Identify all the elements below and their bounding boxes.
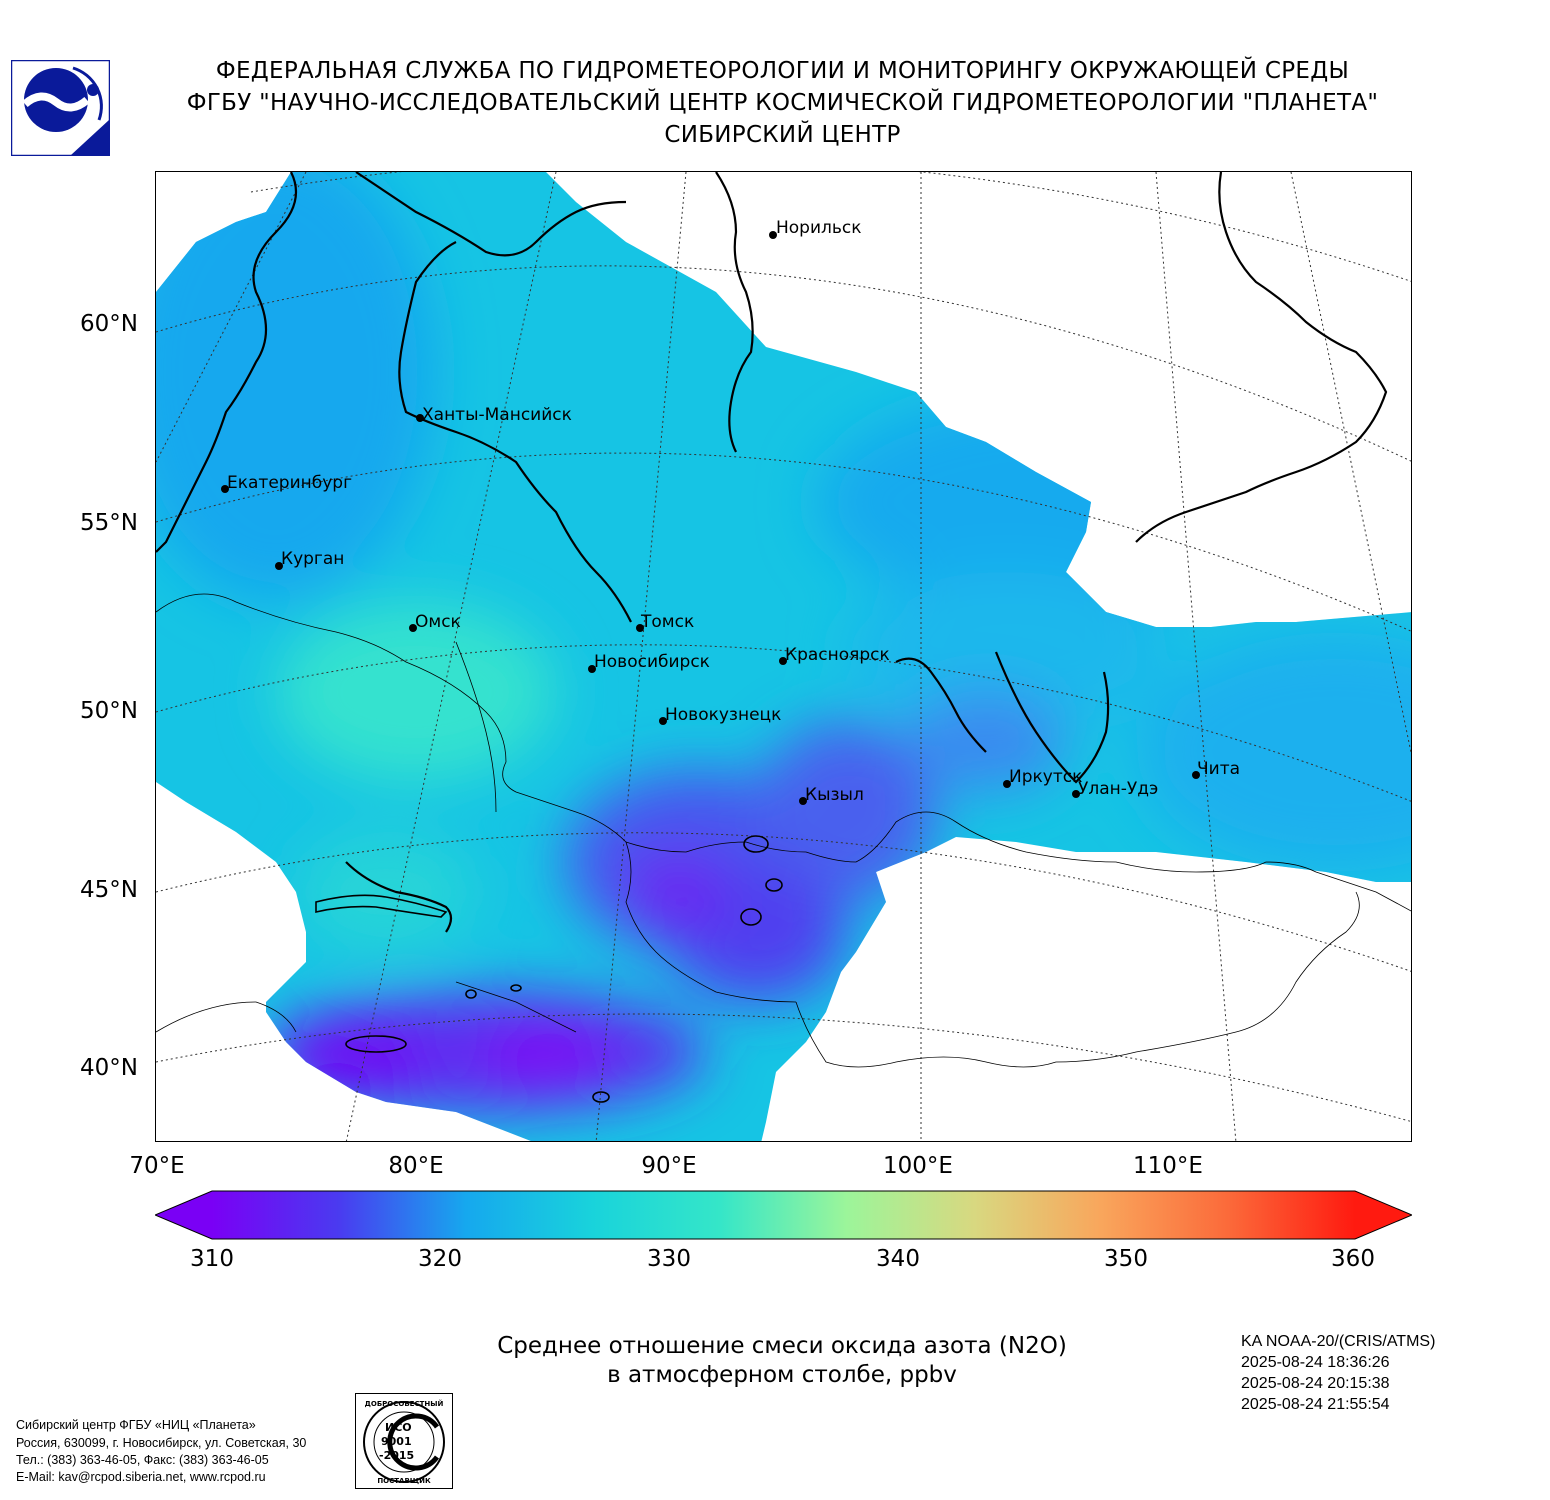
lon-label-110: 110°E (1133, 1153, 1203, 1179)
city-label-norilsk: Норильск (776, 218, 862, 238)
city-label-irkutsk: Иркутск (1009, 767, 1083, 787)
colorbar-gradient (212, 1191, 1355, 1239)
city-label-novokuznetsk: Новокузнецк (665, 705, 782, 725)
satellite-time-1: 2025-08-24 18:36:26 (1241, 1354, 1390, 1371)
city-dot-ulan-ude (1072, 790, 1080, 798)
badge-bottom-text: ПОСТАВЩИК (377, 1477, 431, 1485)
city-label-novosibirsk: Новосибирск (594, 652, 710, 672)
lat-label-45: 45°N (80, 877, 138, 903)
map-frame (155, 171, 1412, 1142)
caption-line-2: в атмосферном столбе, ppbv (607, 1362, 957, 1388)
colorbar (155, 1190, 1412, 1240)
lakes (315, 835, 783, 1103)
lon-label-70: 70°E (129, 1153, 185, 1179)
city-dot-irkutsk (1003, 780, 1011, 788)
city-label-kyzyl: Кызыл (805, 785, 864, 805)
city-dot-tomsk (636, 624, 644, 632)
city-label-khanty-mansiysk: Ханты-Мансийск (422, 405, 572, 425)
footer-line-1: Сибирский центр ФГБУ «НИЦ «Планета» (16, 1418, 256, 1432)
city-label-tomsk: Томск (641, 612, 695, 632)
city-label-krasnoyarsk: Красноярск (785, 645, 890, 665)
city-dot-krasnoyarsk (779, 657, 787, 665)
header-line-3: СИБИРСКИЙ ЦЕНТР (664, 122, 901, 148)
colorbar-max-extend (1355, 1191, 1412, 1239)
city-dot-norilsk (769, 231, 777, 239)
borders (156, 593, 1411, 1068)
colorbar-outline (155, 1190, 1412, 1240)
city-dot-khanty-mansiysk (416, 414, 424, 422)
city-dot-omsk (409, 624, 417, 632)
lat-label-55: 55°N (80, 510, 138, 536)
colorbar-min-extend (155, 1191, 212, 1239)
lat-label-40: 40°N (80, 1055, 138, 1081)
satellite-time-2: 2025-08-24 20:15:38 (1241, 1375, 1390, 1392)
city-label-ekaterinburg: Екатеринбург (227, 473, 353, 493)
colorbar-tick-330: 330 (647, 1246, 691, 1272)
badge-top-text: ДОБРОСОВЕСТНЫЙ (365, 1399, 444, 1408)
caption-line-1: Среднее отношение смеси оксида азота (N2… (497, 1333, 1067, 1359)
lat-label-50: 50°N (80, 698, 138, 724)
lon-label-100: 100°E (883, 1153, 953, 1179)
footer-line-3: Тел.: (383) 363-46-05, Факс: (383) 363-4… (16, 1453, 269, 1467)
iso-badge: ДОБРОСОВЕСТНЫЙ ИСО 9001 -2015 ПОСТАВЩИК (355, 1393, 453, 1489)
colorbar-tick-360: 360 (1331, 1246, 1375, 1272)
city-dot-kyzyl (799, 797, 807, 805)
lon-label-80: 80°E (388, 1153, 444, 1179)
colorbar-tick-310: 310 (190, 1246, 234, 1272)
header-line-1: ФЕДЕРАЛЬНАЯ СЛУЖБА ПО ГИДРОМЕТЕОРОЛОГИИ … (215, 58, 1350, 84)
planeta-logo (11, 60, 110, 156)
city-label-kurgan: Курган (281, 549, 345, 569)
satellite-time-3: 2025-08-24 21:55:54 (1241, 1396, 1390, 1413)
graticule (156, 172, 1411, 1141)
satellite-name: KA NOAA-20/(CRIS/ATMS) (1241, 1333, 1436, 1350)
lon-label-90: 90°E (641, 1153, 697, 1179)
city-dot-chita (1192, 771, 1200, 779)
city-dot-ekaterinburg (221, 485, 229, 493)
badge-year-text: -2015 (379, 1449, 414, 1462)
city-dot-novokuznetsk (659, 717, 667, 725)
city-label-ulan-ude: Улан-Удэ (1078, 779, 1159, 799)
rivers (156, 172, 1388, 933)
city-label-chita: Чита (1197, 759, 1241, 779)
badge-num-text: 9001 (381, 1435, 412, 1448)
footer-line-4: E-Mail: kav@rcpod.siberia.net, www.rcpod… (16, 1470, 266, 1484)
city-dot-novosibirsk (588, 665, 596, 673)
footer-line-2: Россия, 630099, г. Новосибирск, ул. Сове… (16, 1436, 307, 1450)
map-canvas (156, 172, 1411, 1141)
lat-label-60: 60°N (80, 311, 138, 337)
colorbar-tick-350: 350 (1104, 1246, 1148, 1272)
header-line-2: ФГБУ "НАУЧНО-ИССЛЕДОВАТЕЛЬСКИЙ ЦЕНТР КОС… (186, 90, 1379, 116)
colorbar-tick-340: 340 (876, 1246, 920, 1272)
colorbar-tick-320: 320 (418, 1246, 462, 1272)
city-label-omsk: Омск (415, 612, 461, 632)
city-dot-kurgan (275, 562, 283, 570)
